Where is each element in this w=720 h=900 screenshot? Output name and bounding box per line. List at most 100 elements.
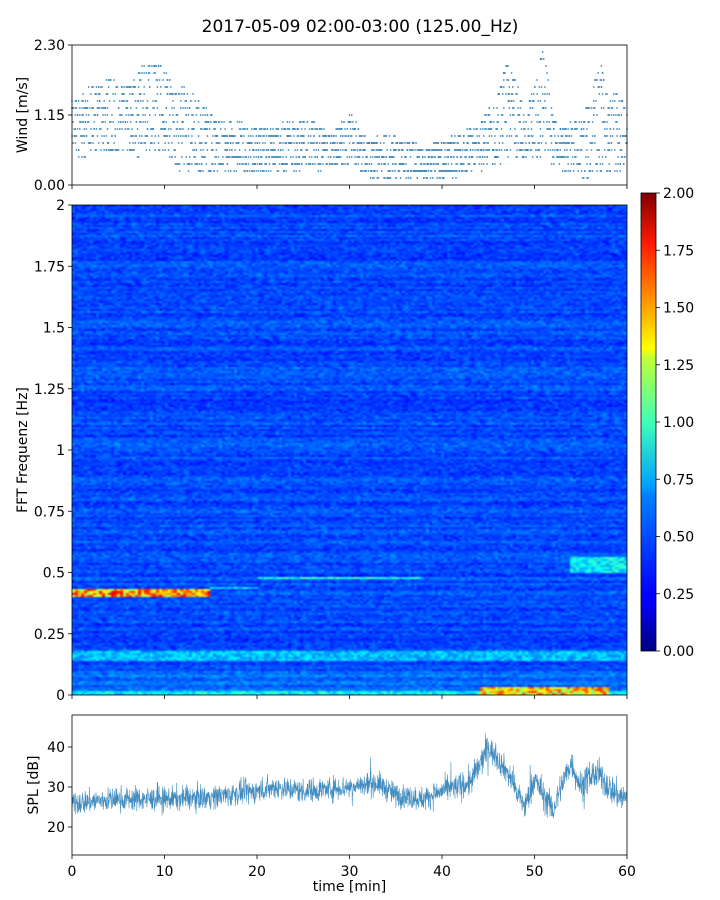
wind-point [217,163,220,165]
wind-point [593,107,595,109]
wind-point [95,86,98,88]
wind-point [153,142,155,144]
wind-point [390,142,393,144]
wind-point [579,149,582,151]
wind-point [429,177,432,179]
wind-point [406,149,408,151]
wind-point [137,72,140,74]
wind-point [507,100,509,102]
wind-point [190,100,192,102]
wind-point [95,149,98,151]
spectrogram-ytick-label: 1 [56,443,65,459]
wind-point [468,156,471,158]
wind-point [149,72,151,74]
wind-point [455,177,457,179]
wind-point [133,86,135,88]
wind-point [579,163,582,165]
wind-point [513,79,515,81]
wind-point [574,121,576,123]
wind-point [201,163,203,165]
wind-point [74,100,77,102]
wind-point [359,170,362,172]
spl-ytick-label: 30 [47,780,65,796]
wind-point [409,149,412,151]
wind-point [449,170,452,172]
wind-point [586,107,588,109]
wind-point [419,149,422,151]
wind-point [191,114,193,116]
wind-point [223,135,225,137]
wind-point [393,149,395,151]
wind-point [203,156,205,158]
wind-point [193,149,195,151]
wind-point [377,149,380,151]
wind-point [543,58,545,60]
wind-point [388,170,391,172]
wind-point [333,135,335,137]
wind-point [407,170,410,172]
wind-point [485,128,487,130]
wind-point [102,142,104,144]
spectrogram-ytick-label: 0.5 [43,566,65,582]
wind-point [490,121,493,123]
wind-point [168,93,171,95]
wind-point [215,142,217,144]
wind-point [484,156,486,158]
wind-point [409,156,412,158]
wind-point [222,163,224,165]
wind-point [565,135,567,137]
wind-point [139,79,141,81]
wind-point [388,177,391,179]
wind-point [181,121,183,123]
wind-point [357,156,360,158]
wind-point [574,149,576,151]
wind-point [338,142,341,144]
wind-point [373,170,375,172]
wind-point [560,156,563,158]
wind-point [580,135,583,137]
wind-point [468,135,471,137]
wind-point [541,135,544,137]
wind-point [286,163,289,165]
wind-point [527,135,529,137]
wind-point [365,170,367,172]
wind-point [265,135,267,137]
wind-point [443,163,445,165]
wind-point [325,135,327,137]
wind-point [398,170,401,172]
wind-point [423,163,425,165]
wind-point [376,177,378,179]
wind-point [106,107,109,109]
wind-point [388,135,391,137]
wind-point [121,114,123,116]
wind-point [454,142,456,144]
spl-axes-frame [71,714,628,856]
wind-point [194,142,196,144]
wind-point [125,86,128,88]
wind-point [210,121,212,123]
wind-point [224,170,226,172]
wind-point [81,135,83,137]
wind-point [172,121,174,123]
wind-point [563,128,565,130]
wind-point [375,142,377,144]
wind-point [580,128,583,130]
wind-point [187,163,190,165]
wind-point [606,128,608,130]
wind-point [273,142,275,144]
spl-xtick-label: 30 [341,864,359,880]
wind-point [120,121,122,123]
wind-point [157,142,160,144]
wind-point [267,156,270,158]
wind-point [520,142,523,144]
wind-point [610,107,613,109]
wind-point [432,149,434,151]
wind-point [574,128,576,130]
wind-point [283,170,285,172]
wind-point [258,135,261,137]
wind-point [235,170,237,172]
wind-point [81,107,83,109]
wind-point [225,149,227,151]
wind-point [204,121,206,123]
wind-point [434,149,436,151]
